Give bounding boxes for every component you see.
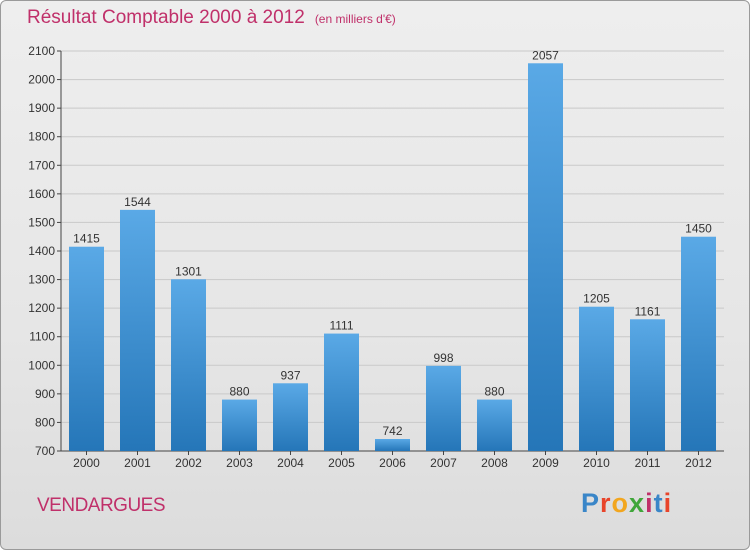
data-label-2006: 742 — [382, 424, 402, 438]
bar-2005 — [324, 333, 359, 451]
proxiti-logo: Proxiti — [581, 488, 672, 519]
logo-letter: i — [645, 488, 654, 518]
bar-2008 — [477, 399, 512, 451]
x-tick-label: 2007 — [430, 456, 457, 470]
bar-2006 — [375, 439, 410, 451]
y-tick-label: 1700 — [28, 158, 55, 172]
data-label-2000: 1415 — [73, 232, 100, 246]
bar-2000 — [69, 246, 104, 451]
x-tick-label: 2006 — [379, 456, 406, 470]
y-tick-label: 1300 — [28, 273, 55, 287]
y-tick-label: 2000 — [28, 73, 55, 87]
y-tick-label: 1400 — [28, 244, 55, 258]
y-tick-label: 800 — [35, 415, 55, 429]
data-label-2012: 1450 — [685, 222, 712, 236]
y-tick-label: 1500 — [28, 215, 55, 229]
bar-2009 — [528, 63, 563, 452]
bar-2011 — [630, 319, 665, 451]
x-tick-label: 2003 — [226, 456, 253, 470]
grid-lines — [61, 50, 724, 452]
bar-2003 — [222, 399, 257, 451]
data-label-2005: 1111 — [329, 319, 353, 333]
bar-2002 — [171, 279, 206, 451]
chart-title: Résultat Comptable 2000 à 2012 — [27, 7, 305, 28]
bar-2007 — [426, 365, 461, 451]
x-tick-label: 2002 — [175, 456, 202, 470]
logo-letter: o — [611, 488, 630, 518]
x-tick-label: 2000 — [73, 456, 100, 470]
x-tick-label: 2001 — [124, 456, 151, 470]
y-tick-label: 1800 — [28, 130, 55, 144]
logo-letter: r — [600, 488, 612, 518]
labels: 1415 2000 1544 2001 1301 2002 880 2003 937 2004 11… — [73, 48, 712, 470]
y-tick-label: 1900 — [28, 101, 55, 115]
data-label-2011: 1161 — [635, 304, 661, 318]
y-tick-label: 1200 — [28, 301, 55, 315]
x-tick-label: 2004 — [277, 456, 304, 470]
bar-2012 — [681, 236, 716, 451]
data-label-2003: 880 — [229, 385, 249, 399]
logo-letter: x — [629, 488, 646, 518]
x-tick-label: 2012 — [685, 456, 712, 470]
y-tick-label: 1600 — [28, 187, 55, 201]
bar-2004 — [273, 383, 308, 451]
bar-2010 — [579, 306, 614, 451]
bars — [69, 63, 716, 452]
chart-header: Résultat Comptable 2000 à 2012 (en millie… — [27, 7, 396, 29]
chart-subtitle: (en milliers d'€) — [314, 12, 396, 26]
commune-name: VENDARGUES — [37, 495, 166, 516]
data-label-2002: 1301 — [175, 264, 202, 278]
y-tick-label: 900 — [35, 387, 55, 401]
y-tick-label: 1000 — [28, 358, 55, 372]
data-label-2008: 880 — [484, 385, 504, 399]
x-tick-label: 2008 — [481, 456, 508, 470]
data-label-2009: 2057 — [532, 48, 559, 62]
data-label-2001: 1544 — [124, 195, 151, 209]
bar-2001 — [120, 209, 155, 451]
x-tick-label: 2005 — [328, 456, 355, 470]
y-tick-label: 2100 — [28, 44, 55, 58]
logo-letter: i — [663, 488, 673, 518]
logo-letter: P — [581, 488, 601, 518]
x-tick-label: 2010 — [583, 456, 610, 470]
y-tick-label: 700 — [35, 444, 55, 458]
data-label-2004: 937 — [280, 368, 300, 382]
x-tick-label: 2009 — [532, 456, 559, 470]
y-tick-label: 1100 — [29, 330, 55, 344]
logo-letter: t — [653, 488, 664, 518]
data-label-2010: 1205 — [583, 292, 610, 306]
x-tick-label: 2011 — [635, 456, 661, 470]
data-label-2007: 998 — [433, 351, 453, 365]
